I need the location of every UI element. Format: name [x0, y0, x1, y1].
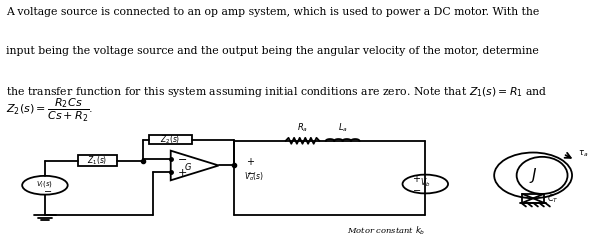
Text: $-$: $-$ — [246, 167, 255, 177]
Text: $G$: $G$ — [184, 161, 192, 172]
Text: input being the voltage source and the output being the angular velocity of the : input being the voltage source and the o… — [6, 46, 539, 56]
Text: $V_o(s)$: $V_o(s)$ — [244, 170, 264, 183]
Text: $-$: $-$ — [412, 185, 421, 194]
Text: $V_i(s)$: $V_i(s)$ — [37, 179, 53, 188]
Text: $-$: $-$ — [43, 185, 53, 195]
Text: $C_T$: $C_T$ — [547, 192, 559, 205]
Text: $L_a$: $L_a$ — [338, 121, 347, 134]
Text: $V_b$: $V_b$ — [420, 176, 431, 188]
Text: $\tau_a$: $\tau_a$ — [578, 149, 588, 159]
Text: Motor constant $k_b$: Motor constant $k_b$ — [347, 225, 426, 237]
Text: $+$: $+$ — [412, 173, 421, 184]
Text: $Z_2(s) = \dfrac{R_2Cs}{Cs+R_2}.$: $Z_2(s) = \dfrac{R_2Cs}{Cs+R_2}.$ — [6, 97, 93, 124]
Text: $Z_1(s)$: $Z_1(s)$ — [87, 154, 107, 167]
Text: $-$: $-$ — [177, 153, 187, 163]
Text: A voltage source is connected to an op amp system, which is used to power a DC m: A voltage source is connected to an op a… — [6, 7, 539, 17]
Text: the transfer function for this system assuming initial conditions are zero. Note: the transfer function for this system as… — [6, 85, 547, 99]
Text: $+$: $+$ — [246, 156, 255, 167]
Text: $+$: $+$ — [177, 167, 187, 178]
Text: $R_a$: $R_a$ — [297, 121, 308, 134]
Text: $Z_2(s)$: $Z_2(s)$ — [160, 134, 180, 146]
Text: $J$: $J$ — [529, 166, 537, 185]
